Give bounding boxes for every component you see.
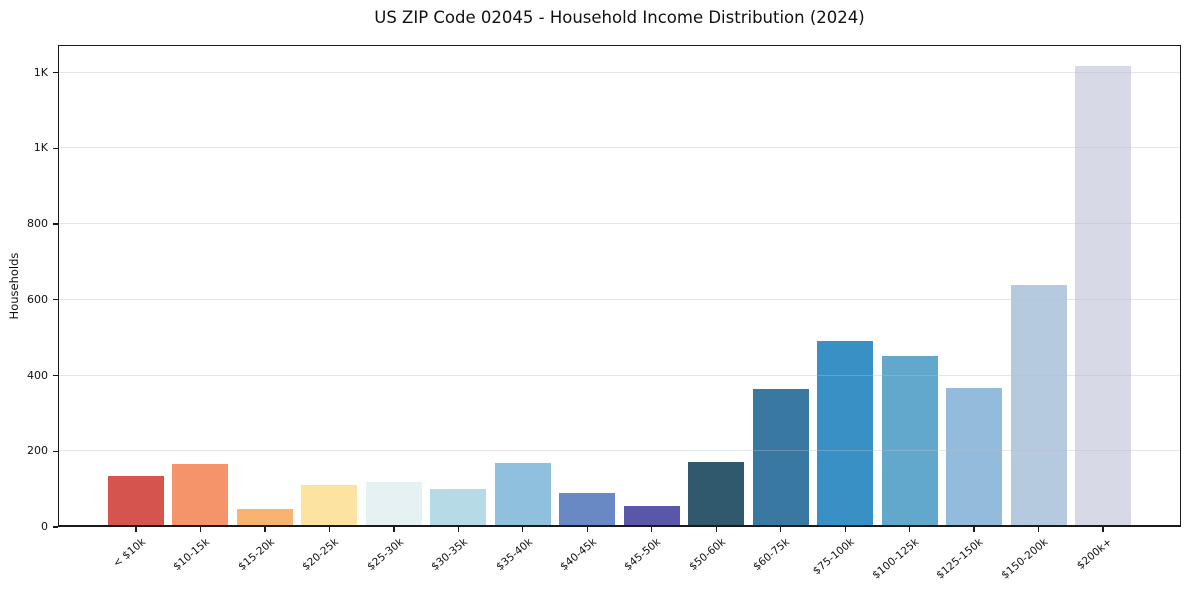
x-tick-mark bbox=[1037, 527, 1040, 532]
bar-$30-35k bbox=[430, 489, 487, 527]
gridline-1000 bbox=[58, 147, 1181, 149]
y-tick-label: 0 bbox=[41, 520, 48, 533]
x-tick-mark bbox=[780, 527, 782, 532]
bar-$50-60k bbox=[688, 462, 745, 527]
x-tick-mark bbox=[135, 527, 137, 532]
y-tick-label: 400 bbox=[27, 368, 48, 382]
bar-$150-200k bbox=[1010, 285, 1067, 527]
x-tick-label-text: $60-75k bbox=[751, 536, 793, 574]
x-tick-label-text: $25-30k bbox=[364, 536, 406, 574]
y-tick-label: 200 bbox=[27, 444, 48, 458]
bar-$100-125k bbox=[881, 355, 938, 527]
bar-$35-40k bbox=[494, 463, 551, 527]
bar-$125-150k bbox=[946, 388, 1003, 527]
x-tick-mark bbox=[844, 527, 846, 532]
bar-< $10k bbox=[108, 475, 164, 527]
x-tick-label-text: $20-25k bbox=[300, 536, 342, 574]
x-tick-mark bbox=[1102, 527, 1104, 532]
bar-$45-50k bbox=[623, 505, 680, 527]
gridline-1200 bbox=[58, 71, 1181, 73]
gridline-800 bbox=[58, 223, 1181, 225]
x-tick-mark bbox=[522, 527, 524, 532]
bar-$40-45k bbox=[559, 493, 616, 527]
bar-$15-20k bbox=[236, 508, 293, 527]
x-tick-label-text: $35-40k bbox=[493, 536, 535, 574]
y-tick-mark bbox=[53, 450, 58, 452]
y-tick-mark bbox=[53, 299, 58, 301]
y-tick-mark bbox=[53, 147, 58, 149]
y-tick-mark bbox=[53, 223, 58, 225]
x-tick-mark bbox=[393, 527, 395, 532]
plot-area bbox=[58, 45, 1181, 527]
bar-$75-100k bbox=[817, 341, 874, 527]
x-tick-mark bbox=[586, 527, 588, 532]
chart-title: US ZIP Code 02045 - Household Income Dis… bbox=[374, 8, 865, 27]
x-tick-label-text: $15-20k bbox=[235, 536, 277, 574]
x-tick-mark bbox=[457, 527, 459, 532]
x-tick-label-text: $30-35k bbox=[429, 536, 471, 574]
y-tick-label: 1K bbox=[33, 141, 48, 155]
y-tick-mark bbox=[53, 71, 58, 74]
x-tick-label-text: $45-50k bbox=[622, 536, 664, 574]
bar-$20-25k bbox=[301, 484, 358, 527]
x-tick-label-text: $50-60k bbox=[687, 536, 728, 574]
y-tick-mark bbox=[53, 526, 58, 528]
x-tick-label-text: $40-45k bbox=[558, 536, 599, 574]
x-tick-label-text: < $10k bbox=[110, 536, 148, 570]
y-axis-label: Households bbox=[7, 252, 21, 320]
x-tick-mark bbox=[328, 527, 331, 532]
x-tick-mark bbox=[973, 527, 975, 532]
x-tick-label-text: $200k+ bbox=[1075, 536, 1115, 572]
bar-$10-15k bbox=[172, 464, 229, 527]
x-tick-label-text: $10-15k bbox=[171, 536, 213, 574]
y-tick-label: 800 bbox=[27, 217, 48, 231]
x-tick-label-text: $100-125k bbox=[870, 536, 922, 582]
x-tick-mark bbox=[199, 527, 202, 532]
x-tick-label-text: $75-100k bbox=[810, 536, 857, 578]
y-tick-label: 1K bbox=[33, 65, 48, 79]
bar-$25-30k bbox=[365, 481, 422, 527]
x-tick-mark bbox=[264, 527, 266, 532]
x-tick-mark bbox=[908, 527, 911, 532]
x-tick-mark bbox=[715, 527, 717, 532]
y-tick-label: 600 bbox=[27, 292, 48, 306]
y-tick-mark bbox=[53, 374, 58, 377]
x-tick-label-text: $125-150k bbox=[934, 536, 986, 582]
x-tick-mark bbox=[651, 527, 653, 532]
bar-$60-75k bbox=[752, 389, 809, 527]
bar-$200k+ bbox=[1075, 66, 1132, 527]
x-tick-label-text: $150-200k bbox=[999, 536, 1051, 582]
